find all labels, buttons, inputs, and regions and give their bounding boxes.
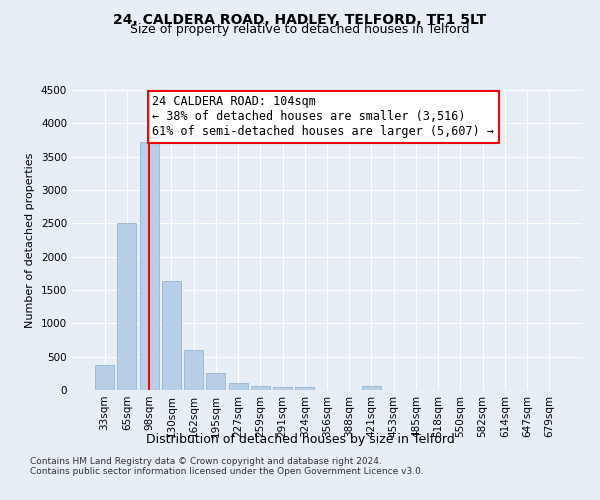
Text: Size of property relative to detached houses in Telford: Size of property relative to detached ho… <box>130 22 470 36</box>
Bar <box>184 350 203 390</box>
Text: 24 CALDERA ROAD: 104sqm
← 38% of detached houses are smaller (3,516)
61% of semi: 24 CALDERA ROAD: 104sqm ← 38% of detache… <box>152 96 494 138</box>
Bar <box>206 374 225 390</box>
Text: 24, CALDERA ROAD, HADLEY, TELFORD, TF1 5LT: 24, CALDERA ROAD, HADLEY, TELFORD, TF1 5… <box>113 12 487 26</box>
Bar <box>251 386 270 390</box>
Bar <box>162 280 181 390</box>
Text: Distribution of detached houses by size in Telford: Distribution of detached houses by size … <box>146 432 454 446</box>
Bar <box>118 224 136 390</box>
Text: Contains public sector information licensed under the Open Government Licence v3: Contains public sector information licen… <box>30 468 424 476</box>
Bar <box>95 364 114 390</box>
Bar <box>140 142 158 390</box>
Y-axis label: Number of detached properties: Number of detached properties <box>25 152 35 328</box>
Bar <box>273 387 292 390</box>
Text: Contains HM Land Registry data © Crown copyright and database right 2024.: Contains HM Land Registry data © Crown c… <box>30 458 382 466</box>
Bar <box>295 387 314 390</box>
Bar <box>229 383 248 390</box>
Bar <box>362 386 381 390</box>
